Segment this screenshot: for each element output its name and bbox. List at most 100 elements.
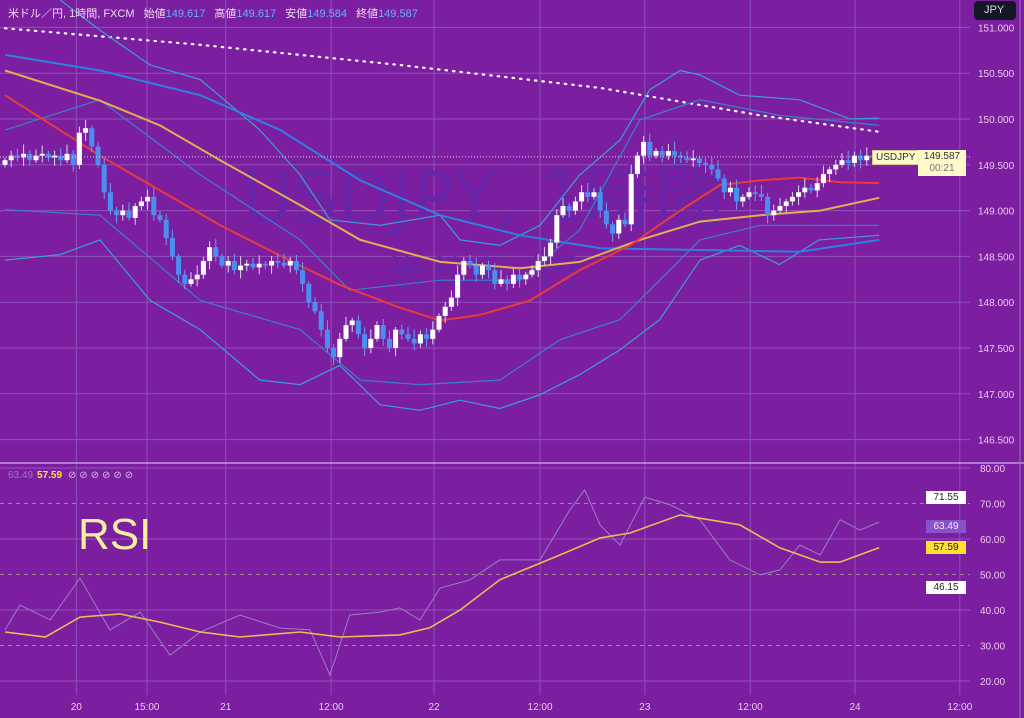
candle-bearish xyxy=(752,192,758,195)
candle-bullish xyxy=(2,160,8,165)
candle-bearish xyxy=(331,348,337,358)
ma-line-sma200 xyxy=(3,27,881,133)
hidden-icon[interactable]: ⊘ xyxy=(79,470,88,481)
candle-bullish xyxy=(789,196,795,202)
price-axis-label: 150.000 xyxy=(978,115,1015,126)
time-axis-label: 12:00 xyxy=(947,702,972,713)
candle-bearish xyxy=(678,155,684,158)
hidden-icon[interactable]: ⊘ xyxy=(113,470,122,481)
candle-bearish xyxy=(504,279,510,284)
candle-bearish xyxy=(610,224,616,234)
candle-bullish xyxy=(548,242,554,257)
candle-bearish xyxy=(45,153,51,158)
candle-bullish xyxy=(343,325,349,339)
candle-bullish xyxy=(529,270,535,275)
candle-bearish xyxy=(647,141,653,156)
candle-bullish xyxy=(833,164,839,170)
candle-bullish xyxy=(337,338,343,358)
rsi-axis-label: 20.00 xyxy=(980,677,1005,688)
line-band_inner_upper xyxy=(4,99,880,291)
candle-bearish xyxy=(696,158,702,163)
close-label: 終値 xyxy=(356,8,379,20)
current-price: 149.587 xyxy=(923,151,961,162)
candle-bullish xyxy=(572,201,578,211)
candle-bearish xyxy=(58,155,64,161)
price-axis-label: 147.000 xyxy=(978,390,1015,401)
candle-bearish xyxy=(709,164,715,170)
candle-bullish xyxy=(535,260,541,271)
candle-bearish xyxy=(219,256,225,266)
line-sma_fast xyxy=(4,94,880,322)
candle-bullish xyxy=(368,338,374,348)
rsi-ma-value: 57.59 xyxy=(37,470,63,481)
symbol-description: 米ドル／円, 1時間, FXCM xyxy=(8,8,135,20)
candle-bullish xyxy=(839,160,845,165)
candle-bullish xyxy=(455,274,461,298)
line-band_outer_upper xyxy=(59,0,880,247)
currency-button[interactable]: JPY xyxy=(974,1,1016,20)
candle-bullish xyxy=(448,297,454,307)
candle-bullish xyxy=(461,260,467,275)
time-axis-label: 21 xyxy=(220,702,232,713)
hidden-icon[interactable]: ⊘ xyxy=(67,470,77,481)
candle-bearish xyxy=(262,263,268,266)
time-axis-label: 12:00 xyxy=(528,702,553,713)
rsi-axis-label: 60.00 xyxy=(980,535,1005,546)
line-sma_slow xyxy=(4,53,880,253)
candle-bullish xyxy=(634,155,640,174)
candle-bullish xyxy=(194,274,200,280)
hidden-icon[interactable]: ⊘ xyxy=(90,470,100,481)
open-label: 始値 xyxy=(143,8,166,20)
candle-bullish xyxy=(132,206,138,218)
candle-bullish xyxy=(777,206,783,211)
time-axis-label: 12:00 xyxy=(738,702,763,713)
candle-bearish xyxy=(275,260,281,263)
rsi-title: RSI xyxy=(78,510,152,559)
candle-bearish xyxy=(293,260,299,271)
candle-bearish xyxy=(566,206,572,211)
candle-bearish xyxy=(597,192,603,211)
candle-bullish xyxy=(76,132,82,165)
candle-bullish xyxy=(256,263,262,268)
candle-bearish xyxy=(231,260,237,271)
candle-bullish xyxy=(188,279,194,284)
hidden-icon[interactable]: ⊘ xyxy=(102,470,111,481)
current-price-tag: 149.587 00:21 xyxy=(918,150,966,176)
hidden-icon[interactable]: ⊘ xyxy=(124,470,134,481)
rsi-axis-label: 30.00 xyxy=(980,642,1005,653)
candle-bullish xyxy=(616,219,622,234)
candle-bearish xyxy=(157,215,163,220)
candle-bullish xyxy=(746,192,752,197)
symbol-tag: USDJPY xyxy=(872,150,920,165)
candle-bullish xyxy=(523,274,529,280)
candle-bearish xyxy=(324,329,330,348)
candle-bullish xyxy=(690,158,696,161)
candle-bullish xyxy=(498,279,504,284)
candle-bullish xyxy=(8,155,14,161)
candle-bullish xyxy=(145,196,151,202)
candle-bearish xyxy=(182,274,188,284)
candle-bearish xyxy=(758,194,764,197)
candle-bearish xyxy=(721,178,727,193)
candle-bearish xyxy=(517,274,523,280)
candle-bearish xyxy=(95,146,101,165)
low-value: 149.584 xyxy=(307,8,347,20)
candle-bearish xyxy=(27,153,33,161)
candle-bearish xyxy=(603,210,609,225)
line-band_inner_lower xyxy=(4,209,880,386)
candle-bullish xyxy=(479,265,485,275)
candle-bearish xyxy=(467,260,473,266)
candle-bearish xyxy=(734,187,740,202)
price-axis-label: 147.500 xyxy=(978,344,1015,355)
candle-bearish xyxy=(411,338,417,344)
price-axis-label: 148.500 xyxy=(978,252,1015,263)
candle-bearish xyxy=(659,151,665,156)
candle-bullish xyxy=(200,260,206,275)
candle-bullish xyxy=(802,187,808,193)
rsi-value-tag: 71.55 xyxy=(926,490,966,504)
candle-bearish xyxy=(355,320,361,335)
candle-bullish xyxy=(417,334,423,344)
candle-bullish xyxy=(33,155,39,161)
candle-bullish xyxy=(727,187,733,193)
